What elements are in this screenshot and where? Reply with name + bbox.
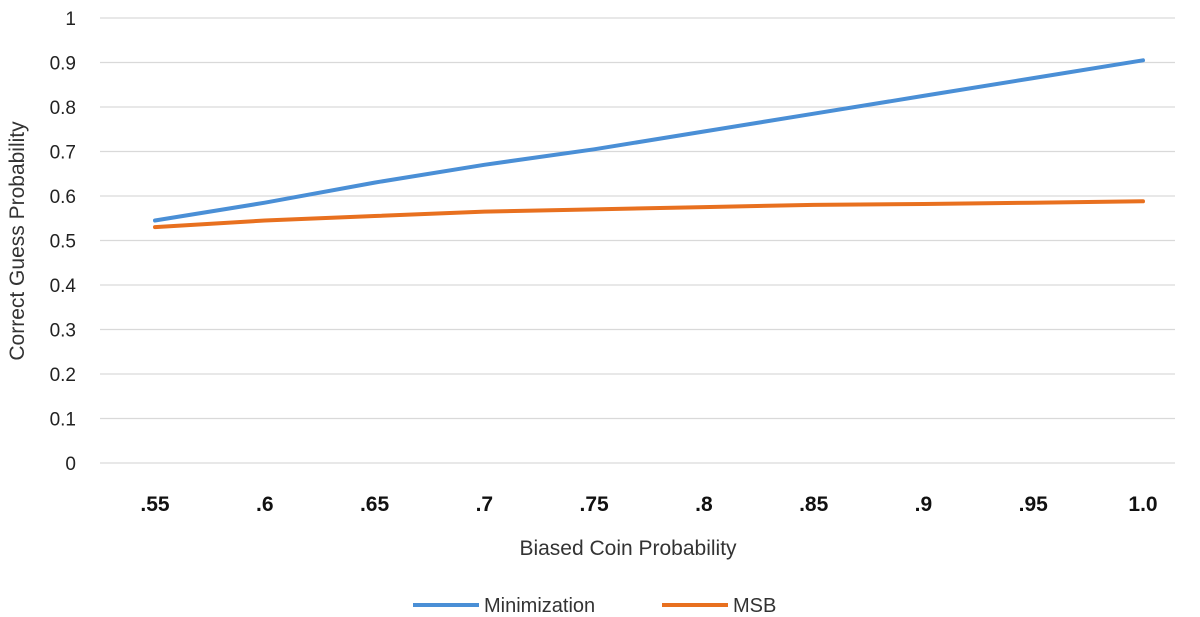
y-tick-label: 0.2 [50, 365, 76, 386]
x-tick-label: .85 [799, 493, 829, 516]
y-tick-label: 0.4 [50, 276, 77, 297]
series-line-minimization [153, 58, 1145, 223]
y-tick-label: 0 [65, 454, 76, 475]
x-tick-label: .65 [360, 493, 390, 516]
y-tick-label: 0.9 [50, 54, 76, 75]
x-axis-ticks: .55 .6 .65 .7 .75 .8 .85 .9 .95 1.0 [140, 493, 1157, 516]
legend-label-msb: MSB [733, 595, 776, 617]
x-tick-label: .55 [140, 493, 170, 516]
legend: Minimization MSB [413, 595, 776, 617]
gridlines [100, 17, 1175, 464]
x-tick-label: 1.0 [1128, 493, 1157, 516]
y-tick-label: 0.7 [50, 143, 76, 164]
y-axis-title: Correct Guess Probability [6, 121, 29, 361]
x-tick-label: .7 [476, 493, 494, 516]
series-lines [153, 58, 1145, 230]
y-tick-label: 0.3 [50, 321, 76, 342]
legend-label-minimization: Minimization [484, 595, 595, 617]
y-axis-ticks: 0 0.1 0.2 0.3 0.4 0.5 0.6 0.7 0.8 0.9 1 [50, 9, 77, 475]
x-tick-label: .95 [1019, 493, 1049, 516]
x-tick-label: .75 [580, 493, 610, 516]
x-tick-label: .9 [915, 493, 933, 516]
y-tick-label: 0.8 [50, 98, 76, 119]
y-tick-label: 1 [65, 9, 76, 30]
y-tick-label: 0.6 [50, 187, 76, 208]
x-tick-label: .6 [256, 493, 274, 516]
y-tick-label: 0.5 [50, 232, 76, 253]
y-tick-label: 0.1 [50, 410, 76, 431]
x-axis-title: Biased Coin Probability [519, 537, 737, 560]
series-line-msb [153, 199, 1145, 230]
x-tick-label: .8 [695, 493, 713, 516]
